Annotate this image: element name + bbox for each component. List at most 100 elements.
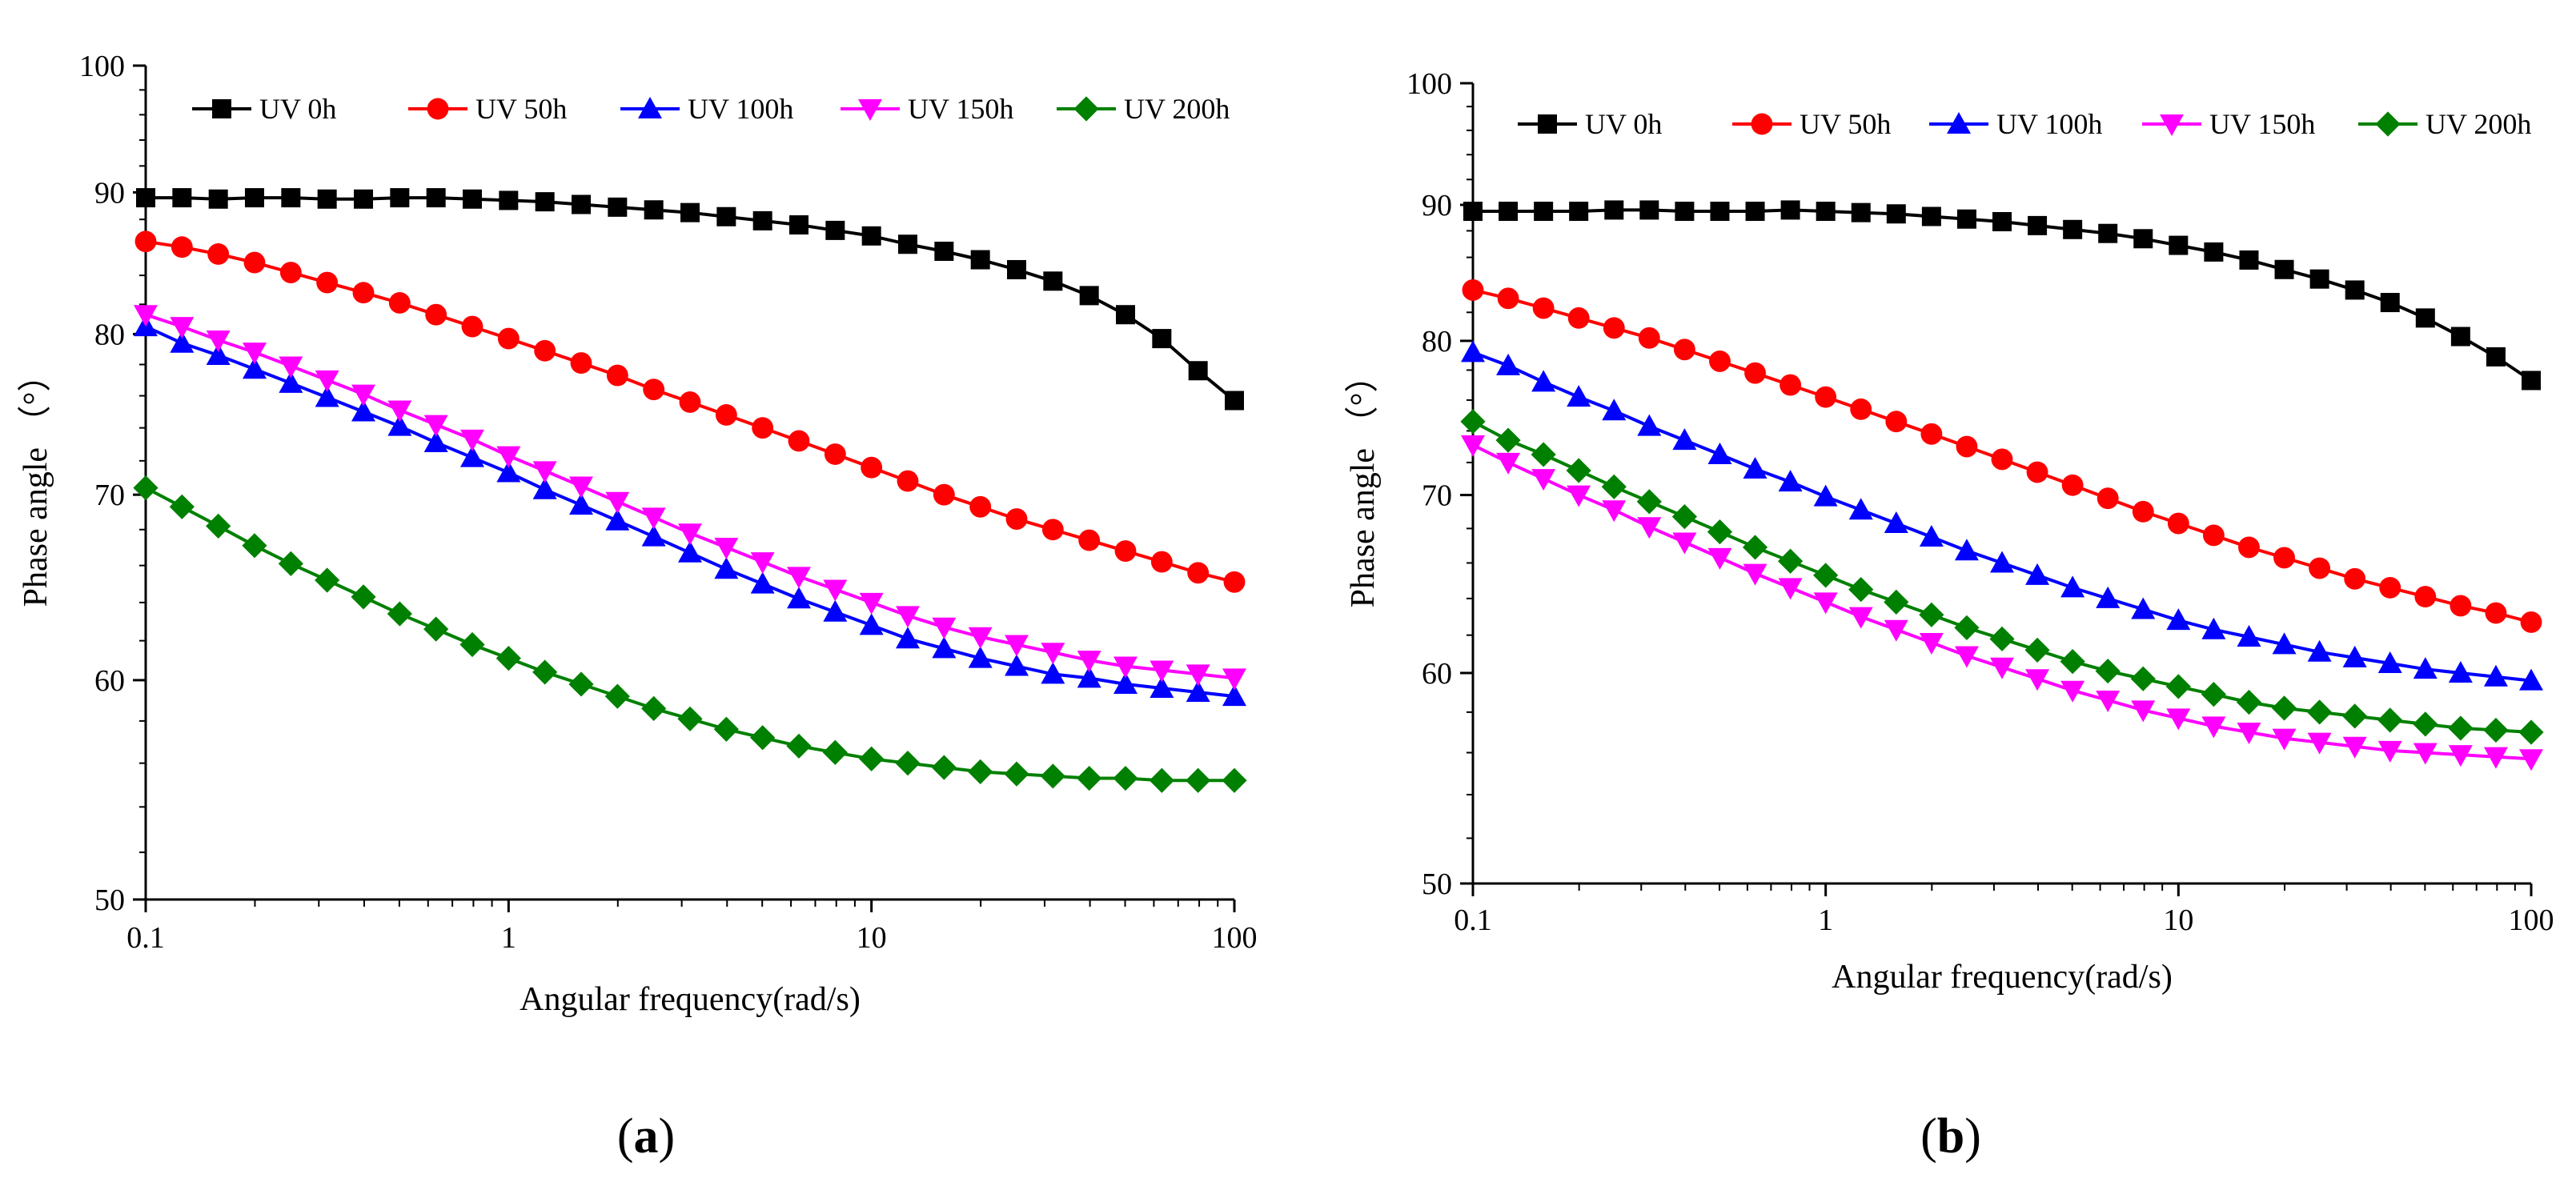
data-point xyxy=(2165,674,2191,699)
data-point xyxy=(606,364,628,387)
data-point xyxy=(1848,577,1874,603)
data-point xyxy=(496,446,521,468)
data-point xyxy=(1884,589,1909,615)
data-point xyxy=(932,617,957,639)
data-point xyxy=(641,695,667,722)
data-point xyxy=(2095,658,2121,684)
data-point xyxy=(459,631,485,658)
data-point xyxy=(1707,442,1732,464)
data-point xyxy=(968,646,993,668)
data-point xyxy=(1186,664,1210,687)
data-point xyxy=(2098,223,2118,243)
series-uv-200h xyxy=(1460,409,2544,745)
legend-entry: UV 50h xyxy=(408,93,567,125)
x-axis-label: Angular frequency(rad/s) xyxy=(1832,959,2173,996)
data-point xyxy=(279,371,303,393)
data-point xyxy=(1079,286,1099,306)
data-point xyxy=(1222,767,1247,793)
x-tick-label: 1 xyxy=(501,921,516,955)
data-point xyxy=(2342,703,2368,729)
data-point xyxy=(968,627,993,649)
data-point xyxy=(1990,657,2015,679)
data-point xyxy=(1077,651,1101,673)
data-point xyxy=(1004,761,1029,787)
data-point xyxy=(1813,563,1839,588)
data-point xyxy=(2060,680,2085,703)
data-point xyxy=(2272,728,2297,751)
legend-entry: UV 150h xyxy=(2142,108,2315,140)
data-point xyxy=(1150,675,1174,698)
data-point xyxy=(1707,547,1732,570)
data-point xyxy=(534,339,556,362)
data-point xyxy=(2202,524,2225,547)
data-point xyxy=(1780,200,1800,220)
data-point xyxy=(244,188,264,208)
data-point xyxy=(535,192,555,212)
data-point xyxy=(750,571,775,594)
data-point xyxy=(713,716,739,742)
data-point xyxy=(2063,219,2083,239)
data-point xyxy=(1816,202,1836,222)
data-point xyxy=(2379,576,2401,599)
data-point xyxy=(1991,448,2013,471)
data-point xyxy=(2167,512,2189,535)
data-point xyxy=(750,552,775,575)
data-point xyxy=(1186,767,1211,793)
data-point xyxy=(1639,200,1659,220)
data-point xyxy=(752,210,772,230)
data-point xyxy=(1531,370,1556,392)
data-point xyxy=(1743,563,1767,586)
data-point xyxy=(2060,649,2085,675)
data-point xyxy=(1152,329,1172,349)
data-point xyxy=(1187,562,1210,584)
data-point xyxy=(1531,469,1556,491)
x-tick-label: 10 xyxy=(857,921,887,955)
legend-marker xyxy=(1947,112,1971,134)
data-point xyxy=(569,493,594,515)
data-point xyxy=(825,220,845,240)
data-point xyxy=(2024,637,2050,663)
data-point xyxy=(2025,669,2050,691)
data-point xyxy=(496,646,521,671)
data-point xyxy=(1778,470,1803,492)
data-point xyxy=(2097,487,2119,510)
data-point xyxy=(1884,619,1908,642)
data-point xyxy=(970,250,990,270)
data-point xyxy=(641,524,666,547)
data-point xyxy=(2273,547,2295,569)
data-point xyxy=(2522,371,2541,391)
data-point xyxy=(1778,578,1803,600)
data-point xyxy=(679,391,701,413)
data-point xyxy=(1534,202,1554,222)
y-tick-label: 100 xyxy=(79,50,125,83)
series-uv-100h xyxy=(134,315,1246,707)
data-point xyxy=(497,327,520,350)
data-point xyxy=(279,356,303,379)
data-point xyxy=(1919,602,1944,627)
data-point xyxy=(426,188,446,208)
data-point xyxy=(1225,391,1244,411)
y-axis-label: Phase angle （°） xyxy=(1345,359,1382,608)
data-point xyxy=(2413,711,2438,737)
data-point xyxy=(2486,347,2506,367)
legend-label: UV 150h xyxy=(908,93,1013,125)
data-point xyxy=(861,226,881,246)
data-point xyxy=(823,579,848,602)
data-point xyxy=(1672,532,1697,555)
data-point xyxy=(2166,608,2191,631)
data-point xyxy=(1954,615,1980,640)
series-uv-50h xyxy=(134,230,1246,593)
data-point xyxy=(1602,399,1627,421)
data-point xyxy=(608,197,628,217)
chart-panel-a: 50 60 70 80 90 100 0.1 1 10 100 Angular frequency(… xyxy=(18,50,1258,1164)
data-point xyxy=(499,190,519,210)
data-point xyxy=(532,477,557,499)
legend-entry: UV 100h xyxy=(620,93,793,125)
legend-label: UV 200h xyxy=(1124,93,1230,125)
data-point xyxy=(859,592,884,615)
data-point xyxy=(789,215,809,235)
data-point xyxy=(1848,607,1873,629)
data-point xyxy=(1005,635,1029,657)
data-point xyxy=(2096,586,2121,608)
data-point xyxy=(1885,411,1908,433)
